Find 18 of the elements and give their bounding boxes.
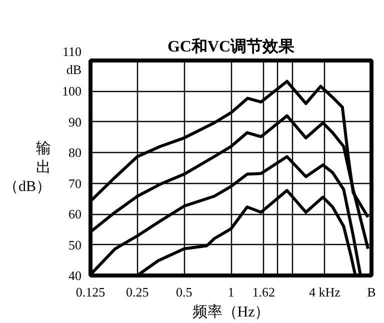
- x-tick-label: 1.62: [252, 284, 275, 300]
- x-axis-title: 频率（Hz）: [192, 304, 270, 320]
- x-tick-label: 4 kHz: [308, 284, 341, 300]
- y-tick-label: 100: [62, 84, 82, 99]
- x-tick-label: 0.5: [176, 284, 192, 300]
- y-tick-label: 60: [68, 206, 82, 222]
- y-tick-label: 110 dB: [62, 44, 82, 77]
- y-axis-title: 输出（dB）: [3, 140, 52, 196]
- y-tick-label: 80: [68, 145, 82, 160]
- y-tick-label: 70: [68, 176, 82, 191]
- x-tick-label: 1: [228, 284, 234, 300]
- x-tick-label: 0.25: [126, 284, 149, 300]
- x-tick-label: B: [367, 284, 376, 300]
- chart-title: GC和VC调节效果: [167, 38, 296, 56]
- y-tick-label: 50: [68, 237, 82, 252]
- x-tick-label: 0.125: [76, 284, 106, 300]
- y-tick-label: 40: [68, 268, 82, 283]
- y-tick-label: 90: [68, 114, 82, 130]
